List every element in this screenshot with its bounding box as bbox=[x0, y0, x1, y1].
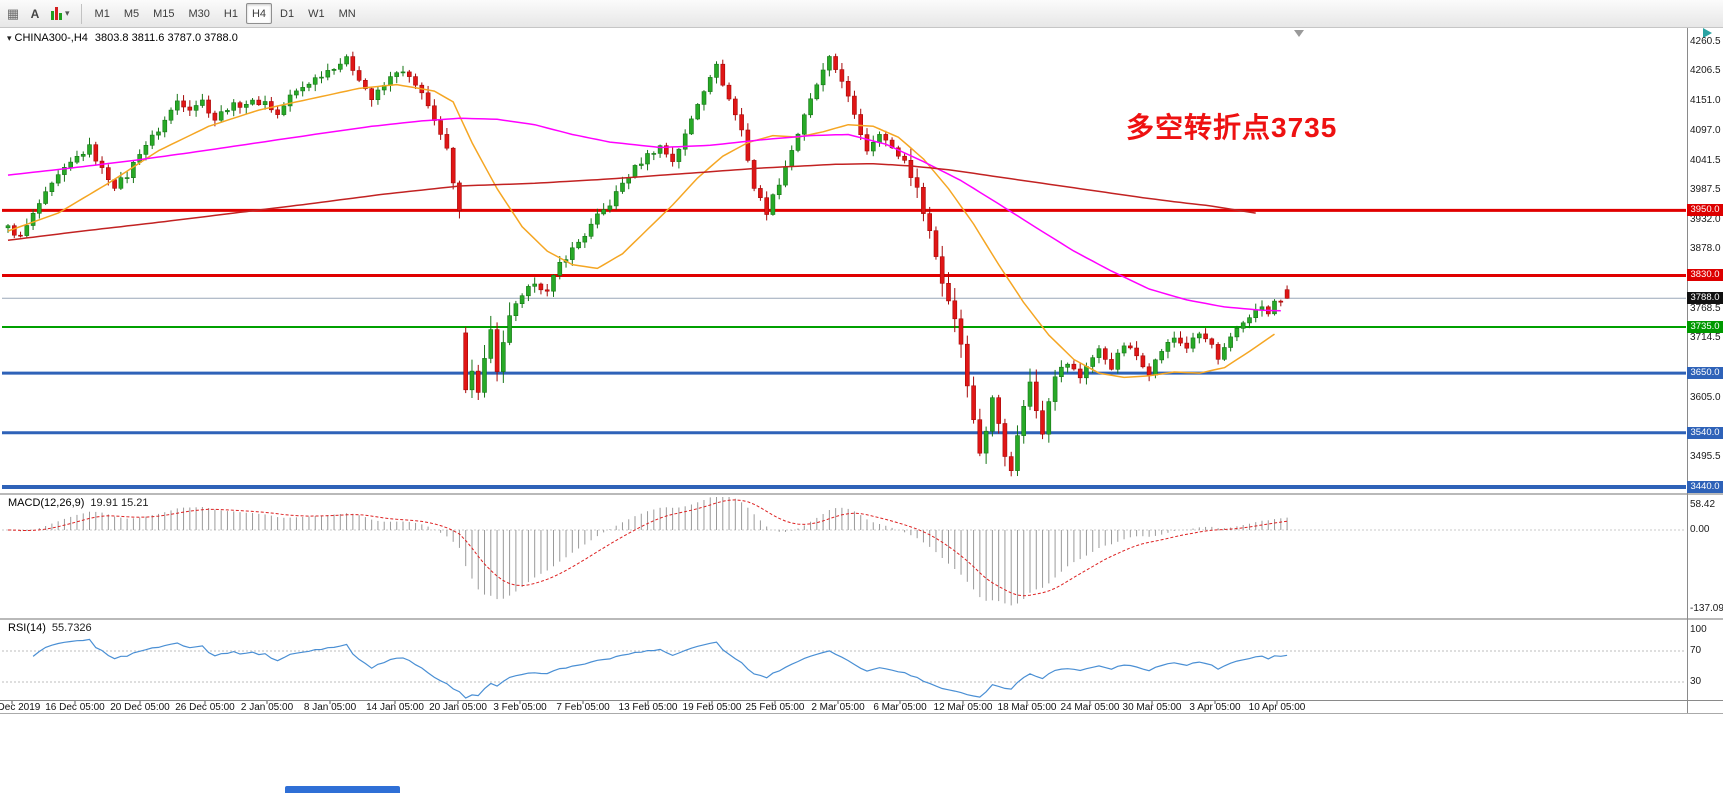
indicator-bars-icon bbox=[51, 7, 62, 20]
timeframe-button-d1[interactable]: D1 bbox=[274, 3, 300, 24]
macd-label: MACD(12,26,9) 19.91 15.21 bbox=[8, 497, 149, 509]
time-label: 12 Mar 05:00 bbox=[933, 702, 993, 713]
price-badge-3788.0: 3788.0 bbox=[1687, 292, 1723, 305]
time-label: 25 Feb 05:00 bbox=[745, 702, 805, 713]
timeframe-button-mn[interactable]: MN bbox=[333, 3, 362, 24]
macd-axis-58.42: 58.42 bbox=[1690, 499, 1716, 510]
fast-ma-line bbox=[7, 83, 1275, 379]
timeframe-button-m5[interactable]: M5 bbox=[118, 3, 145, 24]
bottom-strip bbox=[0, 714, 1723, 793]
timeframe-button-h4[interactable]: H4 bbox=[245, 3, 273, 24]
time-label: 18 Mar 05:00 bbox=[997, 702, 1057, 713]
timeframe-button-w1[interactable]: W1 bbox=[302, 3, 331, 24]
time-label: 13 Feb 05:00 bbox=[618, 702, 678, 713]
time-label: 10 Dec 2019 bbox=[0, 702, 41, 713]
rsi-label: RSI(14) 55.7326 bbox=[8, 622, 92, 634]
price-tick: 3714.5 bbox=[1690, 332, 1721, 344]
toolbar-handle-icon[interactable]: ▦ bbox=[6, 5, 20, 21]
time-label: 16 Dec 05:00 bbox=[45, 702, 105, 713]
time-label: 20 Dec 05:00 bbox=[110, 702, 170, 713]
chart-canvas bbox=[2, 51, 1686, 704]
time-label: 19 Feb 05:00 bbox=[682, 702, 742, 713]
toolbar-separator bbox=[80, 3, 82, 24]
time-label: 8 Jan 05:00 bbox=[303, 702, 357, 713]
window-bottom-border bbox=[0, 713, 1723, 714]
rsi-axis-30: 30 bbox=[1690, 676, 1702, 687]
text-tool-button[interactable]: A bbox=[23, 3, 47, 25]
time-axis-border bbox=[0, 700, 1723, 701]
macd-axis--137.09: -137.09 bbox=[1690, 603, 1723, 614]
time-label: 2 Jan 05:00 bbox=[240, 702, 294, 713]
price-tick: 3605.0 bbox=[1690, 391, 1721, 403]
price-tick: 3495.5 bbox=[1690, 450, 1721, 462]
price-tick: 4097.0 bbox=[1690, 124, 1721, 136]
price-tick: 4206.5 bbox=[1690, 65, 1721, 77]
rsi-value: 55.7326 bbox=[51, 622, 92, 634]
macd-values: 19.91 15.21 bbox=[90, 497, 149, 509]
time-label: 6 Mar 05:00 bbox=[873, 702, 927, 713]
cursor-artifact-icon bbox=[1703, 28, 1712, 38]
rsi-name: RSI(14) bbox=[8, 622, 46, 634]
indicators-button[interactable]: ▾ bbox=[47, 3, 74, 25]
expand-arrow-icon[interactable]: ▾ bbox=[7, 33, 12, 43]
time-label: 26 Dec 05:00 bbox=[175, 702, 235, 713]
panel-separator-rsi[interactable] bbox=[0, 618, 1723, 620]
chevron-down-icon: ▾ bbox=[65, 8, 70, 18]
price-tick: 3987.5 bbox=[1690, 184, 1721, 196]
macd-axis-0.00: 0.00 bbox=[1690, 524, 1710, 535]
chart-shift-marker-icon[interactable] bbox=[1294, 30, 1304, 37]
panel-separator-macd[interactable] bbox=[0, 493, 1723, 495]
price-tick: 3932.0 bbox=[1690, 214, 1721, 226]
time-label: 10 Apr 05:00 bbox=[1248, 702, 1306, 713]
macd-signal-line bbox=[7, 499, 1288, 597]
rsi-axis-100: 100 bbox=[1690, 624, 1707, 635]
chart-window: ▾ CHINA300-,H4 3803.8 3811.6 3787.0 3788.0… bbox=[0, 28, 1723, 714]
timeframe-button-m1[interactable]: M1 bbox=[89, 3, 116, 24]
price-badge-3735.0: 3735.0 bbox=[1687, 321, 1723, 333]
time-label: 20 Jan 05:00 bbox=[429, 702, 487, 713]
ohlc-readout: 3803.8 3811.6 3787.0 3788.0 bbox=[94, 32, 238, 44]
timeframe-bar: M1 M5 M15 M30 H1 H4 D1 W1 MN bbox=[89, 3, 362, 24]
rsi-axis-70: 70 bbox=[1690, 645, 1702, 656]
timeframe-button-h1[interactable]: H1 bbox=[218, 3, 244, 24]
price-badge-3830.0: 3830.0 bbox=[1687, 269, 1723, 282]
symbol-label: CHINA300-,H4 bbox=[14, 32, 88, 44]
time-label: 7 Feb 05:00 bbox=[556, 702, 610, 713]
price-badge-3540.0: 3540.0 bbox=[1687, 426, 1723, 439]
price-tick: 4151.0 bbox=[1690, 95, 1721, 107]
macd-histogram bbox=[13, 497, 1288, 606]
timeframe-button-m15[interactable]: M15 bbox=[147, 3, 180, 24]
price-badge-3950.0: 3950.0 bbox=[1687, 204, 1723, 217]
timeframe-button-m30[interactable]: M30 bbox=[183, 3, 216, 24]
price-badge-3650.0: 3650.0 bbox=[1687, 367, 1723, 380]
time-label: 24 Mar 05:00 bbox=[1060, 702, 1120, 713]
price-tick: 4041.5 bbox=[1690, 154, 1721, 166]
price-tick: 3768.5 bbox=[1690, 302, 1721, 314]
mid-ma-line bbox=[7, 117, 1281, 312]
taskbar-fragment bbox=[285, 786, 400, 793]
macd-name: MACD(12,26,9) bbox=[8, 497, 85, 509]
top-toolbar: ▦ A ▾ M1 M5 M15 M30 H1 H4 D1 W1 MN bbox=[0, 0, 1723, 28]
slow-ma-line bbox=[7, 163, 1256, 241]
time-label: 3 Apr 05:00 bbox=[1189, 702, 1241, 713]
time-label: 30 Mar 05:00 bbox=[1122, 702, 1182, 713]
time-label: 2 Mar 05:00 bbox=[811, 702, 865, 713]
chart-annotation-text[interactable]: 多空转折点3735 bbox=[1126, 112, 1338, 143]
time-label: 14 Jan 05:00 bbox=[366, 702, 424, 713]
price-badge-3440.0: 3440.0 bbox=[1687, 481, 1723, 493]
price-tick: 3878.0 bbox=[1690, 243, 1721, 255]
time-label: 3 Feb 05:00 bbox=[493, 702, 547, 713]
candles-layer bbox=[5, 51, 1290, 477]
price-tick: 4260.5 bbox=[1690, 36, 1721, 47]
chart-title: ▾ CHINA300-,H4 3803.8 3811.6 3787.0 3788.0 bbox=[7, 32, 238, 44]
rsi-line bbox=[32, 638, 1288, 699]
